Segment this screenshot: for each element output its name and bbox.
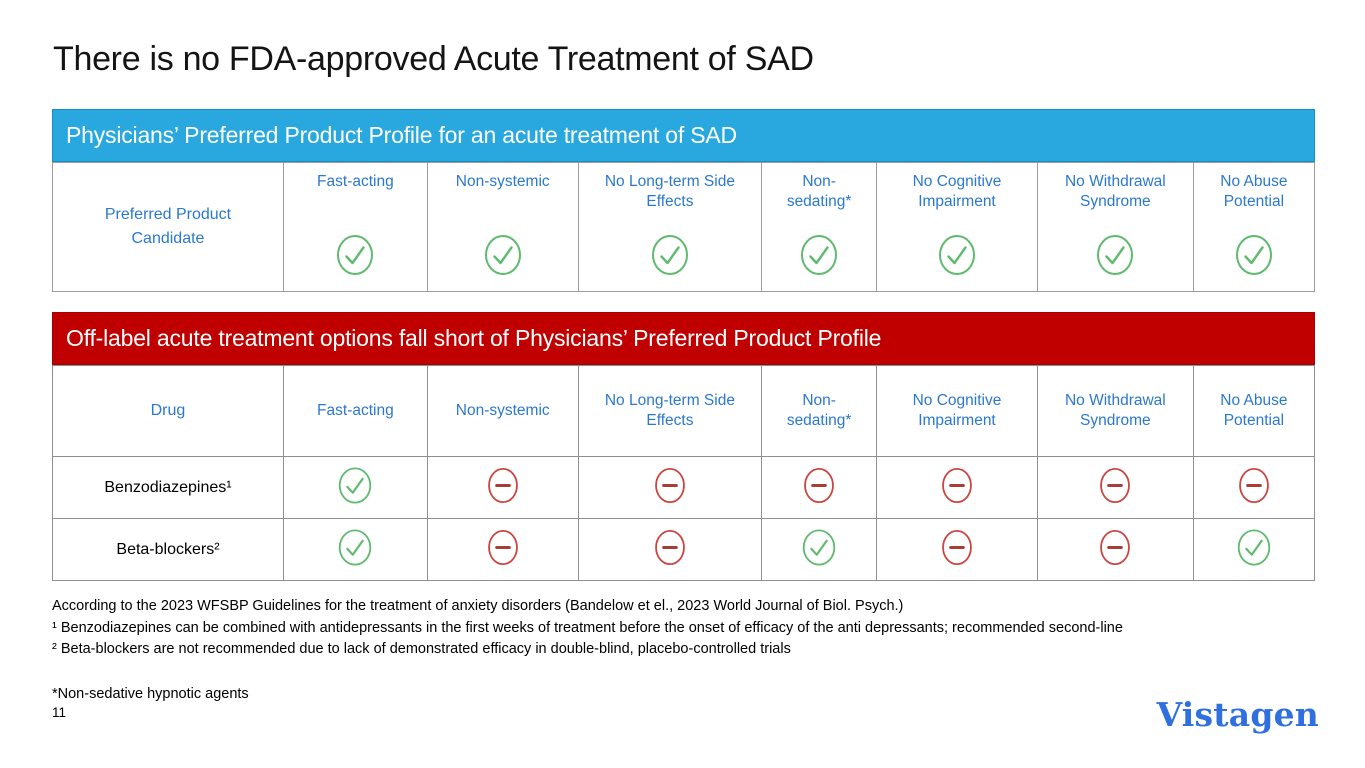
criterion-label: Non-sedating*	[786, 391, 852, 430]
rating-cell	[282, 456, 428, 520]
rating-icon-box	[1194, 219, 1314, 291]
criterion-cell-5: No Withdrawal Syndrome	[1036, 162, 1194, 293]
rating-cell	[426, 456, 579, 520]
rating-cell	[577, 518, 763, 582]
criterion-label: Non-sedating*	[786, 173, 852, 211]
criterion-label: No Long-term Side Effects	[604, 173, 735, 211]
minus-icon	[485, 527, 521, 568]
vistagen-logo: Vistagen	[1156, 695, 1319, 734]
slide-content: There is no FDA-approved Acute Treatment…	[52, 0, 1316, 721]
off-label-banner: Off-label acute treatment options fall s…	[52, 312, 1315, 366]
rating-cell	[1036, 456, 1194, 520]
preferred-profile-table: Preferred Product Candidate Fast-acting …	[52, 162, 1316, 293]
rating-icon-box	[1038, 219, 1193, 291]
rating-cell	[761, 456, 878, 520]
check-icon	[337, 465, 373, 506]
criterion-label: No Cognitive Impairment	[912, 173, 1002, 211]
check-icon	[650, 233, 690, 277]
criterion-label: No Abuse Potential	[1220, 173, 1288, 211]
minus-icon	[485, 465, 521, 506]
criterion-label: Fast-acting	[317, 173, 394, 191]
criterion-label: No Long-term Side Effects	[604, 391, 735, 430]
rating-cell	[876, 456, 1038, 520]
off-label-table-body: Drug Fast-acting Non-systemic No Long-te…	[52, 365, 1316, 582]
rating-cell	[426, 518, 579, 582]
minus-icon	[1097, 527, 1133, 568]
drug-name-cell: Benzodiazepines¹	[52, 456, 284, 520]
preferred-product-candidate-cell: Preferred Product Candidate	[52, 162, 284, 293]
drug-name: Beta-blockers²	[116, 540, 220, 558]
drug-row-0: Benzodiazepines¹	[52, 456, 1316, 520]
rating-cell	[1036, 518, 1194, 582]
rating-cell	[876, 518, 1038, 582]
criterion-cell-6: No Abuse Potential	[1192, 162, 1316, 293]
check-icon	[335, 233, 375, 277]
criterion-label: No Abuse Potential	[1220, 391, 1288, 430]
criterion-label: Fast-acting	[317, 402, 394, 419]
criterion-label: Non-systemic	[455, 402, 550, 419]
asterisk-note: *Non-sedative hypnotic agents	[52, 686, 249, 703]
minus-icon	[1097, 465, 1133, 506]
criterion-cell-4: No Cognitive Impairment	[876, 162, 1038, 293]
minus-icon	[652, 527, 688, 568]
check-icon	[337, 527, 373, 568]
rating-cell	[1192, 456, 1316, 520]
drug-column-header: Drug	[52, 365, 284, 458]
criterion-label: No Withdrawal Syndrome	[1064, 173, 1166, 211]
minus-icon	[939, 527, 975, 568]
criterion-cell-3: Non-sedating*	[761, 162, 878, 293]
criterion-header-6: No Abuse Potential	[1192, 365, 1316, 458]
criterion-header-2: No Long-term Side Effects	[577, 365, 763, 458]
rating-cell	[577, 456, 763, 520]
off-label-table: Drug Fast-acting Non-systemic No Long-te…	[52, 365, 1316, 582]
criterion-header-1: Non-systemic	[426, 365, 579, 458]
page-number: 11	[52, 705, 67, 721]
preferred-product-candidate-label: Preferred Product Candidate	[104, 206, 232, 248]
check-icon	[1234, 233, 1274, 277]
slide-title: There is no FDA-approved Acute Treatment…	[53, 40, 814, 78]
minus-icon	[801, 465, 837, 506]
criterion-label: No Cognitive Impairment	[912, 391, 1002, 430]
rating-icon-box	[579, 219, 762, 291]
minus-icon	[1236, 465, 1272, 506]
drug-name-cell: Beta-blockers²	[52, 518, 284, 582]
rating-icon-box	[877, 219, 1037, 291]
criterion-cell-1: Non-systemic	[426, 162, 579, 293]
criterion-label: No Withdrawal Syndrome	[1064, 391, 1166, 430]
drug-row-1: Beta-blockers²	[52, 518, 1316, 582]
rating-icon-box	[762, 219, 876, 291]
criterion-header-0: Fast-acting	[282, 365, 428, 458]
check-icon	[937, 233, 977, 277]
criterion-header-5: No Withdrawal Syndrome	[1036, 365, 1194, 458]
preferred-profile-banner: Physicians’ Preferred Product Profile fo…	[52, 109, 1315, 163]
check-icon	[801, 527, 837, 568]
minus-icon	[939, 465, 975, 506]
criterion-header-4: No Cognitive Impairment	[876, 365, 1038, 458]
drug-name: Benzodiazepines¹	[104, 478, 232, 496]
rating-cell	[282, 518, 428, 582]
footnote-beta-blockers: ² Beta-blockers are not recommended due …	[52, 640, 791, 657]
minus-icon	[652, 465, 688, 506]
footnote-benzodiazepines: ¹ Benzodiazepines can be combined with a…	[52, 619, 1123, 636]
criterion-cell-0: Fast-acting	[282, 162, 428, 293]
rating-cell	[1192, 518, 1316, 582]
check-icon	[1095, 233, 1135, 277]
footnotes-block: According to the 2023 WFSBP Guidelines f…	[52, 596, 1315, 660]
off-label-header-row: Drug Fast-acting Non-systemic No Long-te…	[52, 365, 1316, 458]
preferred-profile-row: Preferred Product Candidate Fast-acting …	[52, 162, 1316, 293]
rating-icon-box	[284, 219, 427, 291]
check-icon	[1236, 527, 1272, 568]
check-icon	[483, 233, 523, 277]
rating-icon-box	[428, 219, 578, 291]
footnote-source: According to the 2023 WFSBP Guidelines f…	[52, 598, 904, 615]
criterion-header-3: Non-sedating*	[761, 365, 878, 458]
criterion-label: Non-systemic	[455, 173, 550, 191]
check-icon	[799, 233, 839, 277]
criterion-cell-2: No Long-term Side Effects	[577, 162, 763, 293]
rating-cell	[761, 518, 878, 582]
